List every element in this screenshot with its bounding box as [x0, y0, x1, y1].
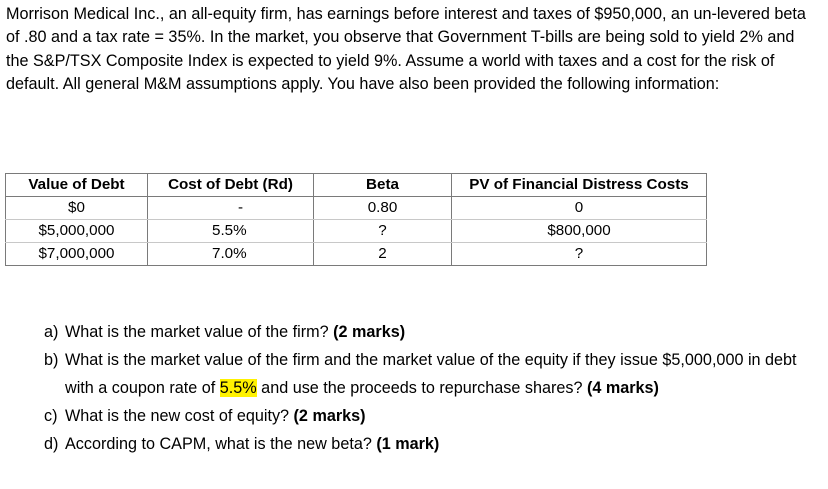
question-text: What is the new cost of equity? [65, 407, 294, 425]
question-text: What is the market value of the firm and… [65, 351, 797, 397]
question-marks: (2 marks) [333, 323, 406, 341]
cell-cost-of-debt: 5.5% [147, 219, 314, 243]
question-list: a) What is the market value of the firm? … [44, 318, 814, 458]
question-a: a) What is the market value of the firm? … [44, 318, 814, 346]
header-value-of-debt: Value of Debt [5, 173, 148, 197]
table-row: $0 - 0.80 0 [5, 196, 707, 220]
cell-value-of-debt: $5,000,000 [5, 219, 148, 243]
header-cost-of-debt: Cost of Debt (Rd) [147, 173, 314, 197]
table-row: $5,000,000 5.5% ? $800,000 [5, 219, 707, 243]
question-marks: (2 marks) [293, 407, 366, 425]
question-letter: a) [44, 323, 59, 341]
cell-cost-of-debt: - [147, 196, 314, 220]
cell-value-of-debt: $7,000,000 [5, 242, 148, 266]
cell-pv-distress: ? [451, 242, 707, 266]
intro-paragraph: Morrison Medical Inc., an all-equity fir… [6, 5, 806, 93]
question-text: According to CAPM, what is the new beta? [65, 435, 377, 453]
question-text-cont: and use the proceeds to repurchase share… [256, 379, 587, 397]
table-row: $7,000,000 7.0% 2 ? [5, 242, 707, 266]
cell-value-of-debt: $0 [5, 196, 148, 220]
table-header-row: Value of Debt Cost of Debt (Rd) Beta PV … [5, 173, 707, 197]
cell-pv-distress: 0 [451, 196, 707, 220]
highlighted-rate: 5.5% [219, 379, 257, 397]
cell-beta: 0.80 [313, 196, 452, 220]
question-letter: b) [44, 351, 59, 369]
cell-beta: ? [313, 219, 452, 243]
cell-pv-distress: $800,000 [451, 219, 707, 243]
question-marks: (1 mark) [376, 435, 440, 453]
question-marks: (4 marks) [586, 379, 659, 397]
question-text: What is the market value of the firm? [65, 323, 334, 341]
header-beta: Beta [313, 173, 452, 197]
question-b: b) What is the market value of the firm a… [44, 346, 814, 402]
question-letter: c) [44, 407, 58, 425]
question-letter: d) [44, 435, 59, 453]
cell-cost-of-debt: 7.0% [147, 242, 314, 266]
info-table: Value of Debt Cost of Debt (Rd) Beta PV … [5, 173, 707, 266]
question-c: c) What is the new cost of equity? (2 mar… [44, 402, 814, 430]
header-pv-distress: PV of Financial Distress Costs [451, 173, 707, 197]
cell-beta: 2 [313, 242, 452, 266]
question-d: d) According to CAPM, what is the new bet… [44, 430, 814, 458]
